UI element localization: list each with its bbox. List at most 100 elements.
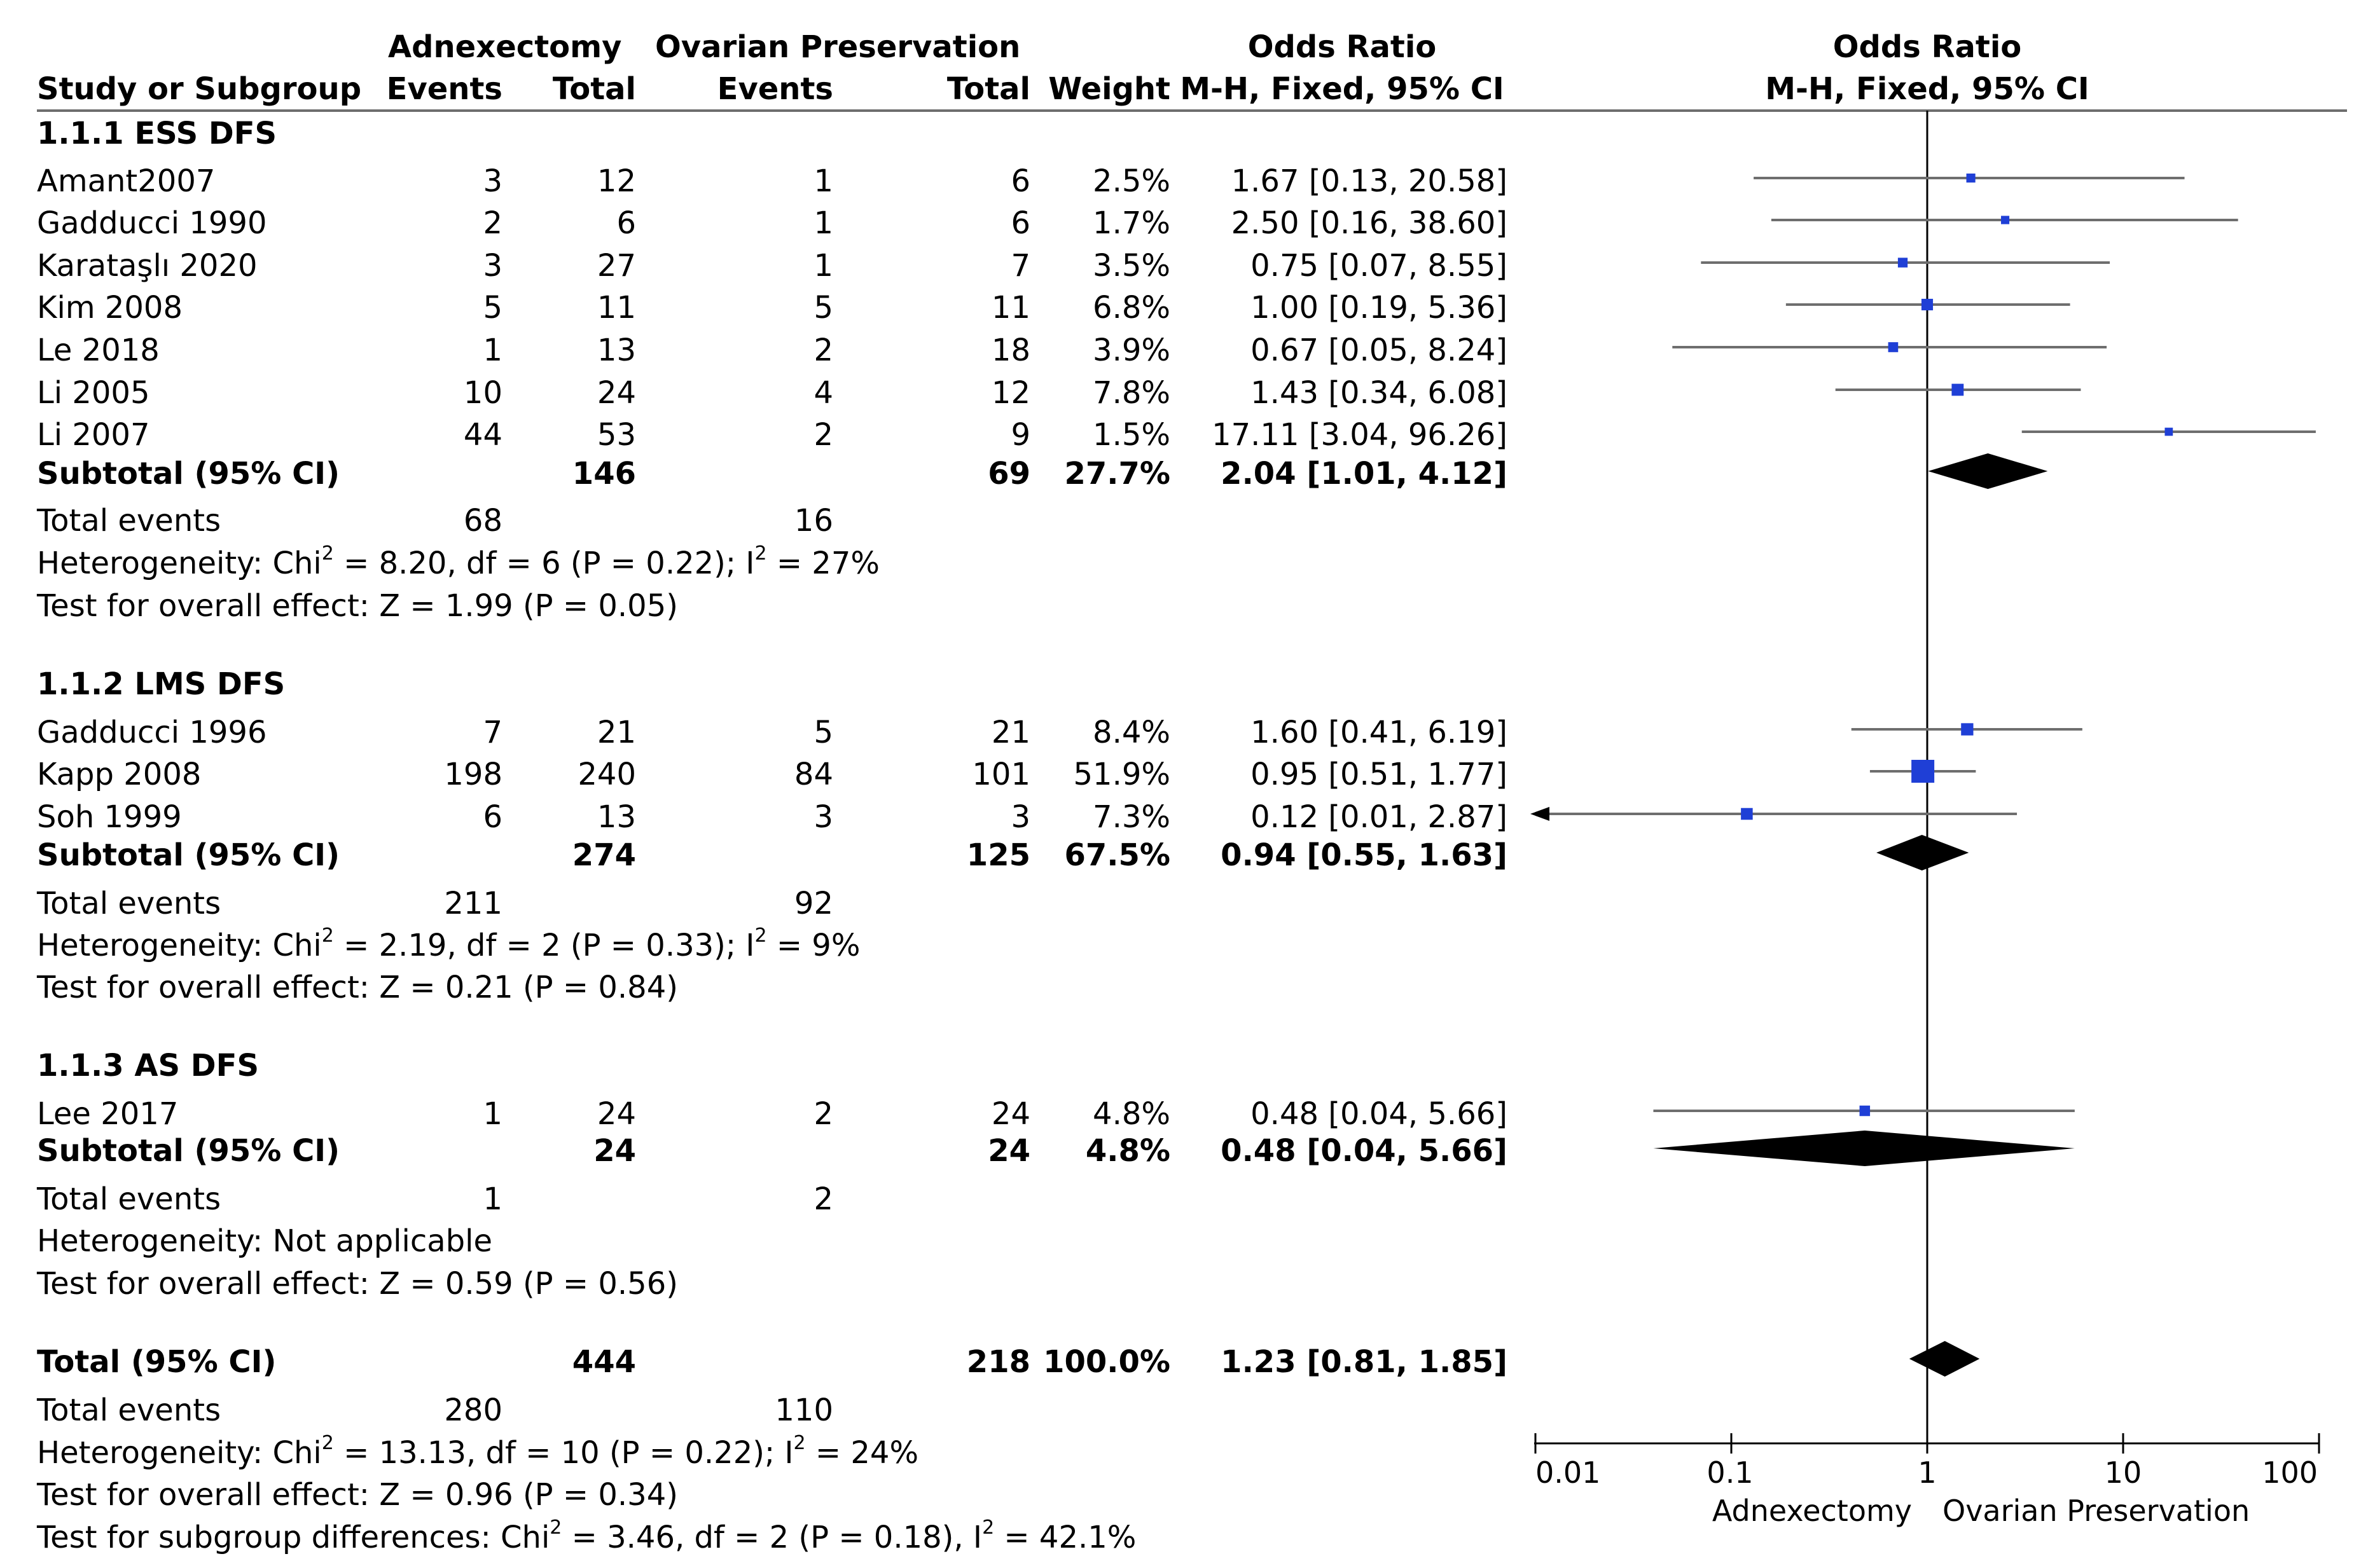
- events-label: Total events: [37, 503, 221, 539]
- or-title: Odds Ratio: [1247, 29, 1437, 65]
- weight-cell: 4.8%: [1085, 1133, 1170, 1169]
- total1-cell: 27: [597, 248, 636, 284]
- or-cell: 17.11 [3.04, 96.26]: [1212, 417, 1507, 453]
- weight-cell: 27.7%: [1064, 456, 1170, 492]
- total1-cell: 240: [578, 757, 636, 792]
- plot-marks: [1530, 173, 2316, 1377]
- events1-cell: 2: [483, 205, 502, 241]
- weight-cell: 6.8%: [1093, 290, 1170, 326]
- total2-header: Total: [946, 71, 1030, 107]
- events1-cell: 211: [444, 886, 502, 921]
- weight-header: Weight: [1048, 71, 1170, 107]
- total1-cell: 12: [597, 163, 636, 199]
- overall-effect-text: Test for overall effect: Z = 0.21 (P = 0…: [37, 970, 678, 1005]
- total1-cell: 21: [597, 715, 636, 750]
- total2-cell: 11: [991, 290, 1030, 326]
- events2-cell: 2: [814, 417, 833, 453]
- summary-diamond: [1653, 1131, 2075, 1166]
- total2-cell: 69: [988, 456, 1030, 492]
- summary-diamond: [1909, 1341, 1980, 1377]
- total1-cell: 11: [597, 290, 636, 326]
- total2-cell: 9: [1011, 417, 1030, 453]
- overall-effect-text: Test for overall effect: Z = 0.96 (P = 0…: [37, 1477, 678, 1513]
- weight-cell: 100.0%: [1043, 1344, 1170, 1380]
- or-cell: 0.12 [0.01, 2.87]: [1250, 799, 1507, 835]
- weight-cell: 7.8%: [1093, 375, 1170, 411]
- x-axis: 0.01 0.1 1 10 100 Adnexectomy Ovarian Pr…: [1534, 1433, 2320, 1528]
- study-name: Kapp 2008: [37, 757, 202, 792]
- weight-cell: 67.5%: [1064, 837, 1170, 873]
- total1-cell: 13: [597, 799, 636, 835]
- tick-label: 0.1: [1707, 1455, 1753, 1490]
- study-square: [1911, 760, 1935, 783]
- total2-cell: 101: [972, 757, 1030, 792]
- overall-effect-text: Test for overall effect: Z = 1.99 (P = 0…: [37, 588, 678, 624]
- tick-label: 1: [1918, 1455, 1936, 1490]
- plot-title: Odds Ratio: [1832, 29, 2022, 65]
- or-cell: 1.67 [0.13, 20.58]: [1231, 163, 1507, 199]
- study-name: Le 2018: [37, 333, 160, 368]
- or-cell: 2.50 [0.16, 38.60]: [1231, 205, 1507, 241]
- events2-cell: 92: [794, 886, 833, 921]
- events2-cell: 5: [814, 290, 833, 326]
- events1-cell: 1: [483, 1181, 502, 1217]
- study-square: [2001, 216, 2010, 224]
- events1-cell: 280: [444, 1393, 502, 1428]
- ci-arrow: [1530, 807, 1549, 821]
- or-cell: 0.94 [0.55, 1.63]: [1221, 837, 1507, 873]
- total2-cell: 125: [966, 837, 1030, 873]
- study-square: [1897, 258, 1908, 268]
- weight-cell: 8.4%: [1093, 715, 1170, 750]
- events2-cell: 5: [814, 715, 833, 750]
- total2-cell: 12: [991, 375, 1030, 411]
- or-method: M-H, Fixed, 95% CI: [1180, 71, 1504, 107]
- study-square: [1951, 383, 1964, 396]
- total2-cell: 18: [991, 333, 1030, 368]
- total1-cell: 24: [593, 1133, 636, 1169]
- weight-cell: 2.5%: [1093, 163, 1170, 199]
- events2-cell: 84: [794, 757, 833, 792]
- study-name: Kim 2008: [37, 290, 183, 326]
- events2-cell: 1: [814, 205, 833, 241]
- events2-header: Events: [717, 71, 833, 107]
- events1-cell: 3: [483, 163, 502, 199]
- axis-right-label: Ovarian Preservation: [1942, 1494, 2250, 1528]
- heterogeneity-text: Heterogeneity: Chi2 = 13.13, df = 10 (P …: [37, 1432, 919, 1471]
- total1-cell: 274: [572, 837, 636, 873]
- events1-cell: 3: [483, 248, 502, 284]
- subtotal-label: Subtotal (95% CI): [37, 837, 340, 873]
- events2-cell: 2: [814, 1096, 833, 1132]
- or-cell: 0.95 [0.51, 1.77]: [1250, 757, 1507, 792]
- subgroup-title: 1.1.2 LMS DFS: [37, 666, 286, 702]
- heterogeneity-text: Heterogeneity: Not applicable: [37, 1223, 492, 1259]
- tick-label: 10: [2105, 1455, 2142, 1490]
- study-name: Gadducci 1990: [37, 205, 267, 241]
- or-cell: 1.43 [0.34, 6.08]: [1250, 375, 1507, 411]
- events2-cell: 1: [814, 248, 833, 284]
- events2-cell: 110: [775, 1393, 833, 1428]
- or-cell: 1.00 [0.19, 5.36]: [1250, 290, 1507, 326]
- total2-cell: 7: [1011, 248, 1030, 284]
- study-col-header: Study or Subgroup: [37, 71, 362, 107]
- total2-cell: 24: [991, 1096, 1030, 1132]
- events1-cell: 6: [483, 799, 502, 835]
- total2-cell: 3: [1011, 799, 1030, 835]
- weight-cell: 51.9%: [1073, 757, 1170, 792]
- total1-cell: 24: [597, 1096, 636, 1132]
- total2-cell: 21: [991, 715, 1030, 750]
- heterogeneity-text: Heterogeneity: Chi2 = 8.20, df = 6 (P = …: [37, 542, 880, 581]
- total2-cell: 218: [966, 1344, 1030, 1380]
- subgroup-title: 1.1.1 ESS DFS: [37, 116, 277, 151]
- events1-cell: 1: [483, 1096, 502, 1132]
- weight-cell: 3.5%: [1093, 248, 1170, 284]
- or-cell: 1.60 [0.41, 6.19]: [1250, 715, 1507, 750]
- weight-cell: 3.9%: [1093, 333, 1170, 368]
- summary-diamond: [1928, 453, 2048, 489]
- group2-header: Ovarian Preservation: [655, 29, 1021, 65]
- study-name: Soh 1999: [37, 799, 182, 835]
- events2-cell: 2: [814, 333, 833, 368]
- heterogeneity-text: Heterogeneity: Chi2 = 2.19, df = 2 (P = …: [37, 925, 861, 963]
- events1-cell: 7: [483, 715, 502, 750]
- total1-cell: 53: [597, 417, 636, 453]
